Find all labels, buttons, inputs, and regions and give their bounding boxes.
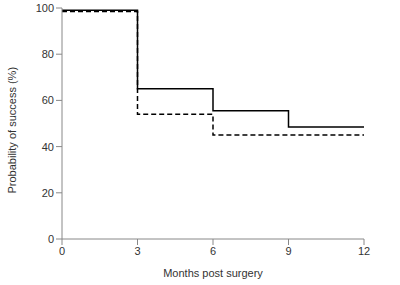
svg-text:12: 12 (358, 245, 370, 257)
svg-text:Probability of success (%): Probability of success (%) (8, 67, 18, 194)
svg-text:Months post surgery: Months post surgery (163, 267, 263, 279)
svg-text:40: 40 (42, 141, 54, 153)
svg-text:60: 60 (42, 94, 54, 106)
svg-text:3: 3 (134, 245, 140, 257)
svg-text:0: 0 (59, 245, 65, 257)
svg-text:0: 0 (48, 233, 54, 245)
svg-text:6: 6 (210, 245, 216, 257)
svg-text:9: 9 (285, 245, 291, 257)
svg-text:80: 80 (42, 48, 54, 60)
svg-text:100: 100 (36, 2, 54, 14)
svg-text:20: 20 (42, 187, 54, 199)
